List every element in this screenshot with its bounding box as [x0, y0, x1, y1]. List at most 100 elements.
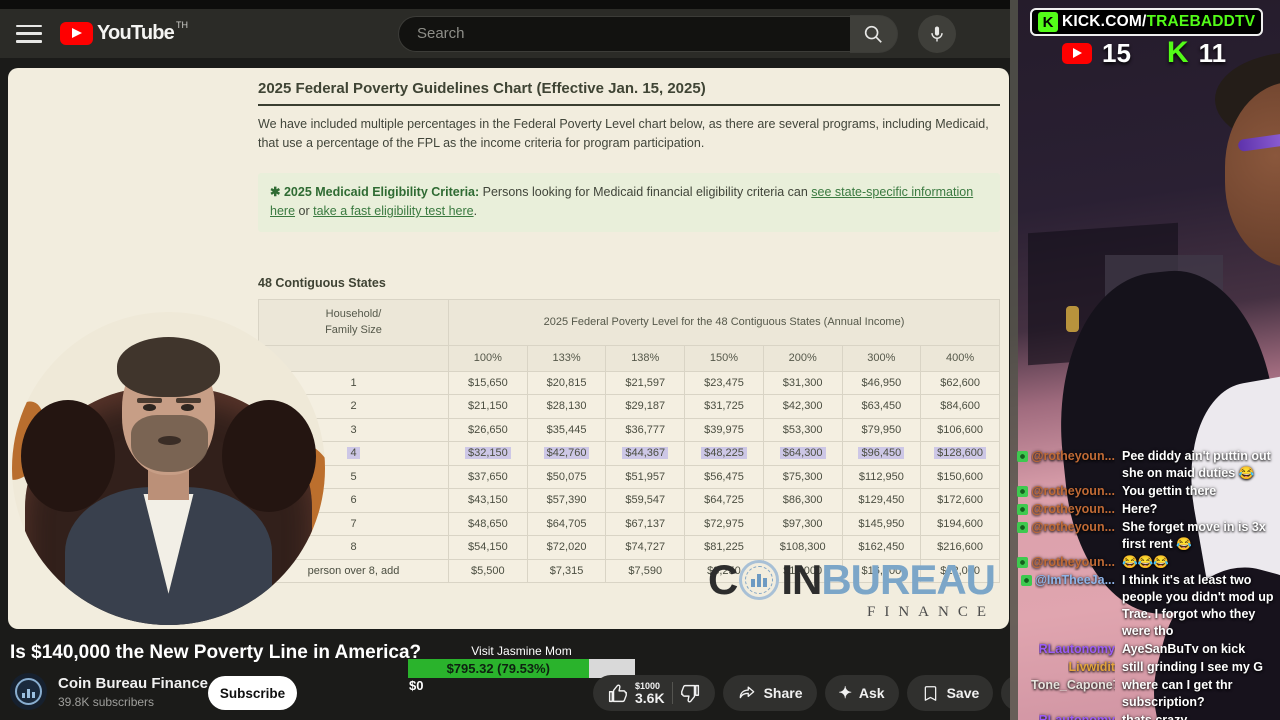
chat-username: RLautonomy [1038, 642, 1115, 656]
table-cell: $128,600 [920, 441, 1000, 466]
table-cell: $15,650 [448, 370, 528, 395]
kick-badge-icon [1017, 557, 1029, 568]
search-input[interactable] [397, 15, 850, 52]
state-info-link[interactable]: see state-specific information here [270, 184, 974, 219]
channel-name[interactable]: Coin Bureau Finance [58, 675, 209, 692]
video-title: Is $140,000 the New Poverty Line in Amer… [10, 642, 422, 663]
table-cell: $42,300 [762, 394, 843, 419]
subscribe-button[interactable]: Subscribe [208, 676, 297, 710]
chat-message-text: Pee diddy ain't puttin out she on maid d… [1122, 449, 1271, 480]
kick-url-text: KICK.COM/TRAEBADDTV [1062, 13, 1256, 30]
eligibility-test-link[interactable]: take a fast eligibility test here [313, 204, 474, 219]
table-cell: $216,600 [920, 535, 1000, 560]
kick-badge-icon [1020, 575, 1032, 586]
chat-overlay: @rotheyoun... Pee diddy ain't puttin out … [1016, 448, 1276, 720]
chat-username: RLautonomy [1038, 713, 1115, 720]
like-count: 3.6K [635, 689, 665, 706]
table-cell: $48,225 [684, 441, 764, 466]
finance-label: FINANCE [866, 604, 995, 620]
table-empty-header [258, 344, 449, 372]
table-cell: $194,600 [920, 511, 1000, 536]
table-cell: $81,225 [684, 535, 764, 560]
viewer-counts: 15 K 11 [1062, 36, 1226, 70]
article-intro: We have included multiple percentages in… [258, 117, 989, 151]
table-cell: $43,150 [448, 488, 528, 513]
like-donation-overlay: $1000 [635, 680, 661, 691]
table-cell: $50,075 [526, 464, 607, 489]
notice-bold: 2025 Medicaid Eligibility Criteria: [283, 184, 480, 199]
microphone-icon [931, 26, 943, 41]
chat-message: Tone_Capone71 where can I get thr subscri… [1016, 677, 1276, 711]
youtube-viewers-icon [1062, 42, 1092, 64]
table-cell: $22,000 [920, 558, 1000, 583]
search-button[interactable] [849, 14, 898, 53]
dislike-icon[interactable] [680, 683, 701, 704]
table-cell: $39,975 [684, 417, 764, 442]
ask-button[interactable]: ✦ Ask [824, 675, 899, 711]
table-cell: $57,390 [526, 488, 607, 513]
table-cell: $21,150 [448, 394, 528, 419]
table-cell: $56,475 [684, 464, 764, 489]
menu-icon[interactable] [16, 24, 42, 43]
table-cell: $86,300 [762, 488, 843, 513]
table-corner-header: Household/ Family Size [258, 298, 449, 346]
chat-message-text: You gettin there [1122, 484, 1217, 498]
table-percent-header: 200% [762, 344, 843, 372]
table-cell: $42,760 [526, 441, 607, 466]
table-cell: $29,187 [605, 394, 686, 419]
streamer-facecam [1010, 0, 1280, 720]
table-cell: $36,777 [605, 417, 686, 442]
search-area [397, 14, 956, 53]
table-cell: $32,150 [448, 441, 528, 466]
table-row: 3 $26,650 $35,445 $36,777 $39,975 $53,300 $79,… [258, 417, 1000, 442]
chat-message: Livwidit still grinding I see my G [1016, 659, 1276, 676]
video-host-portrait [12, 312, 325, 625]
table-cell: $145,950 [841, 511, 922, 536]
table-percent-header: 100% [448, 344, 528, 372]
bookmark-icon [924, 685, 936, 701]
table-cell: $64,725 [684, 488, 764, 513]
table-cell: $84,600 [920, 394, 1000, 419]
chat-message: @ImTheeJa... I think it's at least two pe… [1016, 572, 1276, 640]
chat-message-text: I think it's at least two people you did… [1122, 573, 1274, 638]
video-player[interactable]: 2025 Federal Poverty Guidelines Chart (E… [8, 68, 1009, 629]
voice-search-button[interactable] [917, 14, 956, 53]
table-cell: $67,137 [605, 511, 686, 536]
poverty-level-table: Household/ Family Size 2025 Federal Pove… [258, 298, 1000, 583]
table-cell: $150,600 [920, 464, 1000, 489]
coin-icon [739, 560, 780, 600]
chat-message: @rotheyoun... Pee diddy ain't puttin out … [1016, 448, 1276, 482]
table-cell: $59,547 [605, 488, 686, 513]
chat-username: @rotheyoun... [1031, 449, 1115, 463]
share-icon [739, 686, 754, 699]
like-icon[interactable] [607, 683, 628, 704]
chat-message-text: where can I get thr subscription? [1122, 678, 1233, 709]
donation-progress-fill: $795.32 (79.53%) [408, 659, 589, 678]
like-dislike-pill: $1000 3.6K [593, 675, 715, 711]
table-cell: $7,315 [526, 558, 607, 583]
table-cell: $74,727 [605, 535, 686, 560]
share-button[interactable]: Share [722, 675, 817, 711]
chat-username: @ImTheeJa... [1034, 573, 1115, 587]
table-cell: $51,957 [605, 464, 686, 489]
table-cell: $35,445 [526, 417, 607, 442]
table-cell: $108,300 [762, 535, 843, 560]
channel-avatar[interactable] [10, 673, 47, 710]
table-cell: $48,650 [448, 511, 528, 536]
kick-viewer-count: 11 [1198, 37, 1227, 68]
chat-message: @rotheyoun... 😂😂😂 [1016, 554, 1276, 571]
youtube-logo[interactable]: YouTube TH [60, 20, 188, 45]
table-row: 1 $15,650 $20,815 $21,597 $23,475 $31,300 $46,… [258, 370, 1000, 395]
chat-message-text: still grinding I see my G [1122, 660, 1264, 674]
kick-badge-icon [1017, 522, 1029, 533]
table-cell: $31,300 [762, 370, 843, 395]
region-tag: TH [175, 20, 188, 30]
save-button[interactable]: Save [906, 675, 994, 711]
donation-goal-label: Visit Jasmine Mom [471, 644, 572, 658]
table-cell: $21,597 [605, 370, 686, 395]
poverty-guidelines-article: 2025 Federal Poverty Guidelines Chart (E… [258, 80, 1000, 583]
top-strip [0, 0, 1280, 9]
table-cell: $54,150 [448, 535, 528, 560]
table-cell: $63,450 [841, 394, 922, 419]
table-row: 5 $37,650 $50,075 $51,957 $56,475 $75,300 $112… [258, 464, 1000, 489]
